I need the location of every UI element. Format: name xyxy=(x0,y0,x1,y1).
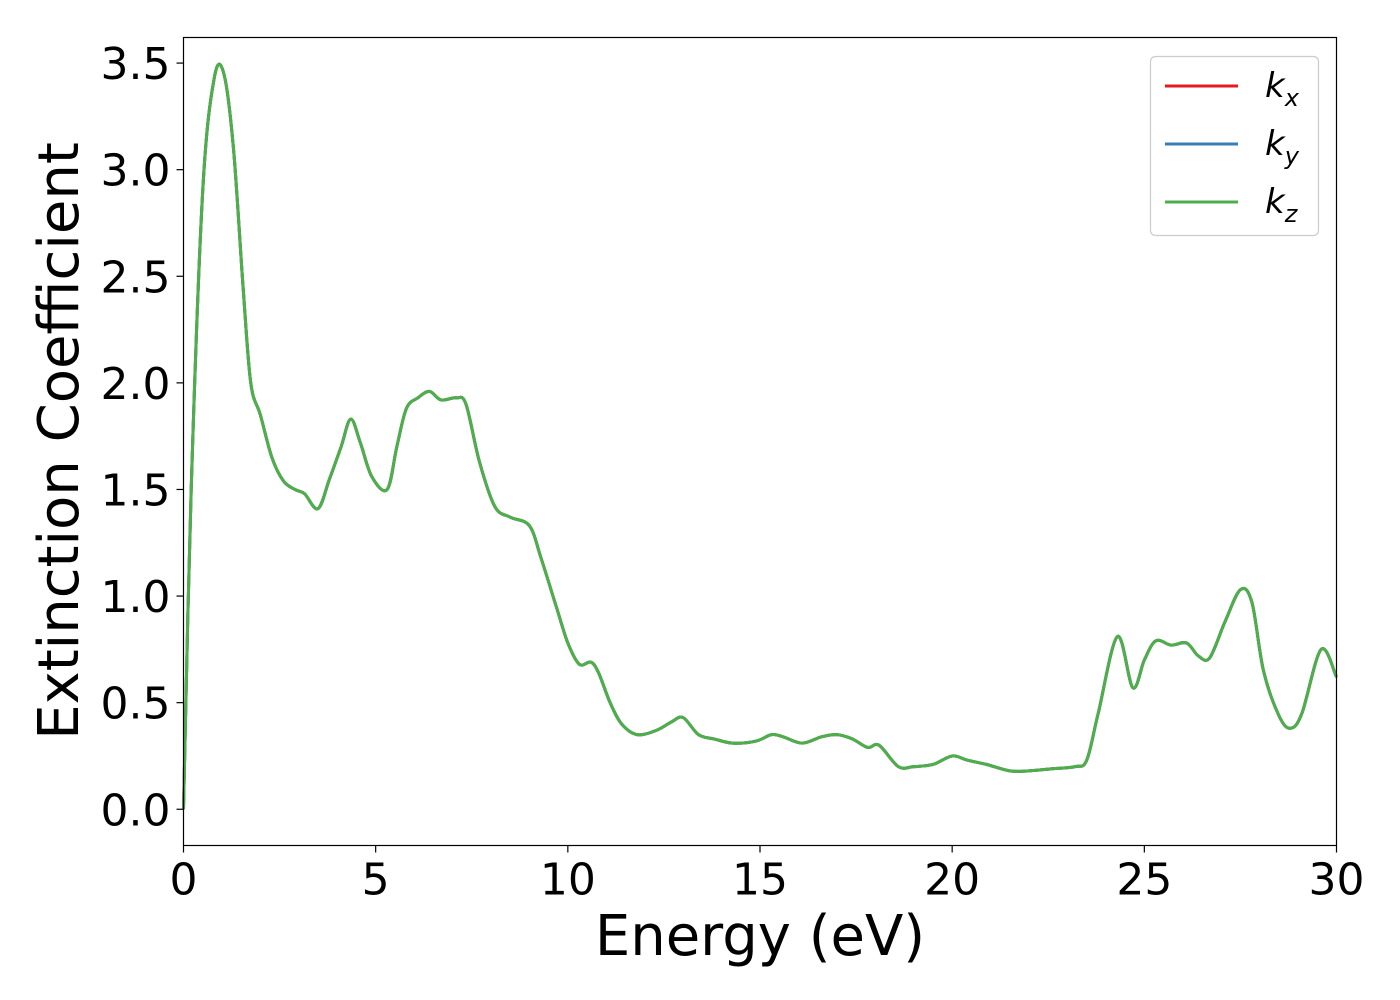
x-tick-label: 20 xyxy=(924,855,980,906)
y-tick-label: 0.0 xyxy=(101,785,171,836)
y-tick-label: 3.5 xyxy=(101,39,171,90)
y-axis-title: Extinction Coefficient xyxy=(27,142,92,740)
series-line-k-z xyxy=(182,62,1338,810)
x-tick-label: 25 xyxy=(1116,855,1172,906)
x-tick-label: 30 xyxy=(1309,855,1365,906)
y-tick-label: 1.0 xyxy=(101,572,171,623)
x-tick-label: 0 xyxy=(170,855,198,906)
legend-label-k-z: kz xyxy=(1265,182,1299,228)
x-axis: 0 5 10 15 20 25 30 xyxy=(170,845,1365,906)
x-axis-title: Energy (eV) xyxy=(595,904,925,969)
series-layer xyxy=(182,62,1338,810)
legend-label-k-y: ky xyxy=(1265,124,1300,170)
y-tick-label: 1.5 xyxy=(101,465,171,516)
y-tick-label: 3.0 xyxy=(101,146,171,197)
y-tick-label: 2.5 xyxy=(101,252,171,303)
y-tick-label: 2.0 xyxy=(101,359,171,410)
y-axis: 0.0 0.5 1.0 1.5 2.0 2.5 3.0 3.5 xyxy=(101,39,184,836)
legend-box xyxy=(1149,55,1320,237)
x-tick-label: 10 xyxy=(540,855,596,906)
y-tick-label: 0.5 xyxy=(101,679,171,730)
x-tick-label: 5 xyxy=(362,855,390,906)
x-tick-label: 15 xyxy=(732,855,788,906)
legend-label-k-x: kx xyxy=(1265,66,1300,112)
legend: kx ky kz xyxy=(1149,55,1320,237)
